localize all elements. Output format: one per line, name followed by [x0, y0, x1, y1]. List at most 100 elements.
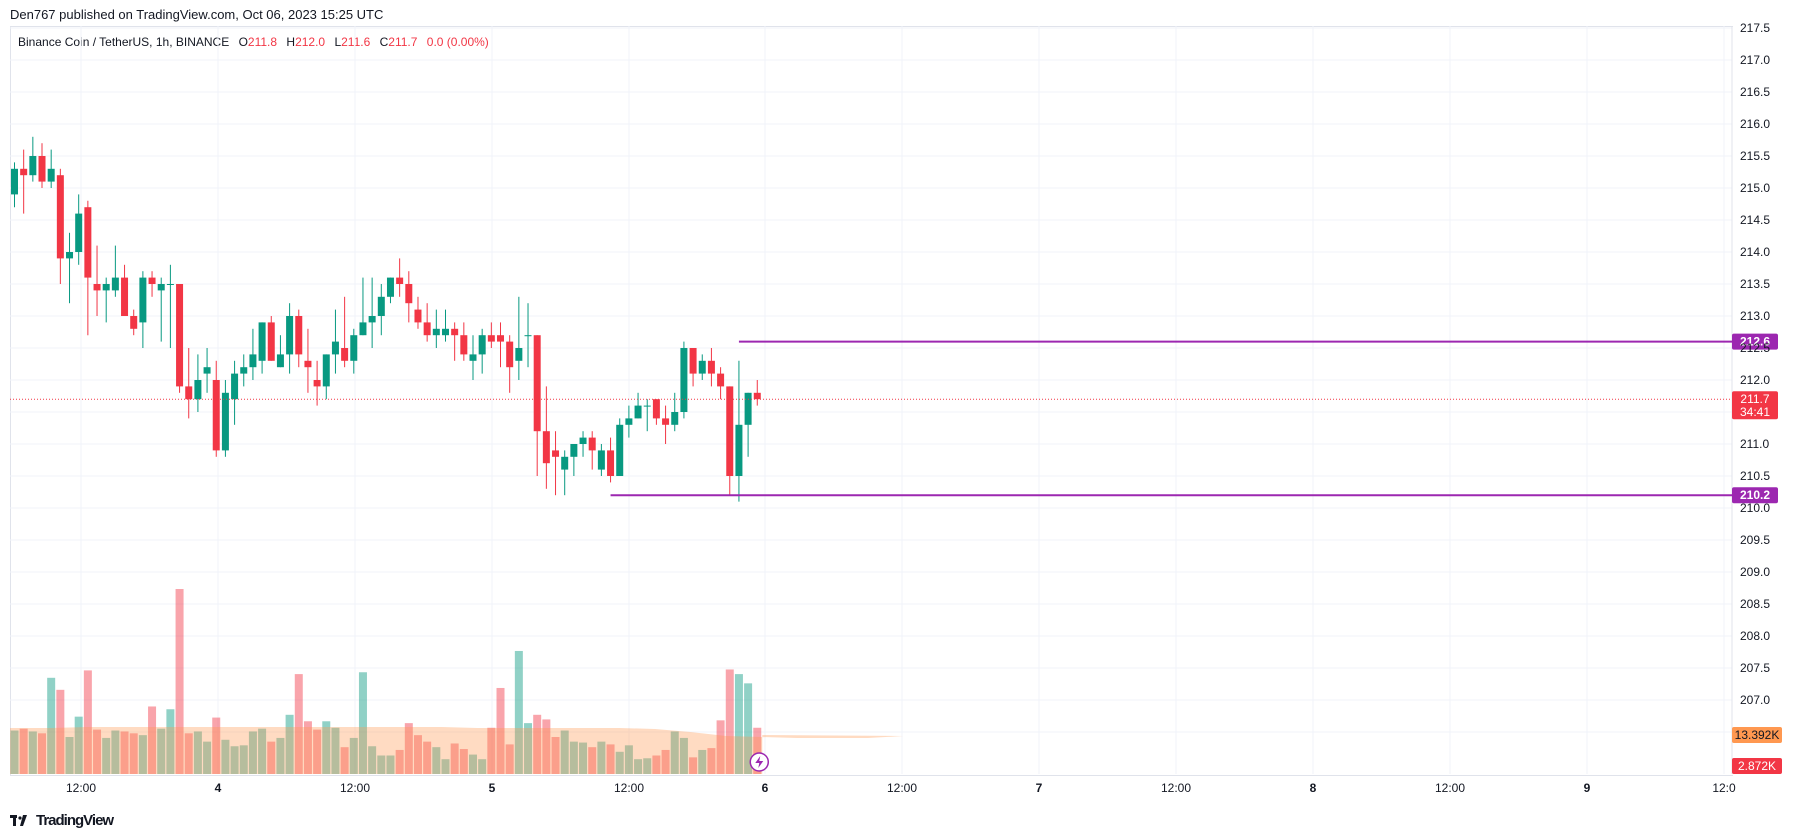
- candle-body: [139, 277, 147, 323]
- candle-body: [47, 168, 55, 182]
- volume-bar: [157, 728, 166, 774]
- volume-bar: [679, 737, 688, 774]
- chart-frame[interactable]: [10, 26, 1733, 776]
- lightning-icon[interactable]: [749, 752, 770, 772]
- candle-body: [295, 316, 303, 355]
- volume-bar: [221, 739, 230, 774]
- time-tick-label: 6: [762, 781, 769, 795]
- volume-bar: [212, 717, 221, 774]
- candle-body: [542, 431, 550, 464]
- volume-bar: [634, 759, 643, 774]
- candlestick-series: [11, 136, 761, 502]
- volume-bar: [83, 670, 92, 774]
- symbol-title: Binance Coin / TetherUS, 1h, BINANCE: [18, 35, 230, 49]
- volume-bar: [606, 744, 615, 774]
- candle-body: [313, 380, 321, 387]
- candle-body: [386, 277, 394, 297]
- candle-body: [588, 437, 596, 451]
- level-label: 210.2: [1740, 488, 1770, 502]
- change-value: 0.0 (0.00%): [426, 35, 489, 49]
- volume-ma-area: [10, 727, 904, 774]
- candle-body: [56, 175, 64, 259]
- candle-body: [11, 168, 18, 195]
- candle-body: [652, 399, 660, 419]
- candle-body: [662, 418, 670, 425]
- candle-body: [29, 156, 37, 176]
- grid-lines: [10, 26, 1732, 774]
- volume-bar: [551, 737, 560, 774]
- volume-bar: [47, 677, 56, 774]
- volume-bar: [404, 723, 413, 774]
- price-tick-label: 214.5: [1740, 213, 1770, 227]
- volume-series: [10, 589, 904, 774]
- volume-bar: [441, 759, 450, 774]
- time-tick-label: 12:00: [66, 781, 96, 795]
- volume-bar: [239, 745, 248, 774]
- close-label: C: [379, 35, 389, 49]
- volume-bar: [111, 730, 120, 774]
- volume-bar: [579, 742, 588, 774]
- candle-body: [304, 360, 312, 368]
- volume-last-label: 2.872K: [1738, 759, 1776, 773]
- candle-body: [203, 367, 211, 374]
- volume-bar: [148, 706, 157, 774]
- volume-bar: [487, 727, 496, 774]
- price-tick-label: 213.5: [1740, 277, 1770, 291]
- time-tick-label: 12:0: [1712, 781, 1736, 795]
- volume-avg-label-bg: [1732, 727, 1782, 743]
- time-tick-label: 12:00: [340, 781, 370, 795]
- volume-bar: [689, 757, 698, 774]
- volume-bar: [93, 729, 102, 774]
- candle-body: [111, 277, 119, 291]
- candle-body: [607, 450, 615, 476]
- candle-body: [515, 348, 523, 361]
- volume-bar: [432, 747, 441, 774]
- volume-bar: [542, 719, 551, 774]
- price-tick-label: 210.0: [1740, 501, 1770, 515]
- candle-body: [717, 373, 725, 387]
- candle-body: [185, 386, 193, 400]
- volume-bar: [707, 748, 716, 774]
- candle-body: [276, 354, 284, 368]
- volume-bar: [450, 743, 459, 774]
- candle-body: [533, 335, 541, 432]
- candle-body: [322, 354, 330, 387]
- volume-bar: [661, 749, 670, 774]
- price-tick-label: 208.0: [1740, 629, 1770, 643]
- high-label: H: [286, 35, 296, 49]
- candle-body: [414, 309, 422, 323]
- countdown-label: 34:41: [1740, 405, 1770, 419]
- volume-bar: [533, 714, 542, 774]
- candle-body: [506, 341, 514, 368]
- candle-body: [396, 277, 404, 284]
- volume-bar: [313, 729, 322, 774]
- price-tick-label: 210.5: [1740, 469, 1770, 483]
- candle-body: [221, 392, 229, 451]
- candle-body: [240, 367, 248, 374]
- candle-body: [524, 335, 532, 337]
- candle-body: [66, 252, 74, 259]
- candle-body: [194, 380, 202, 400]
- close-value: 211.7: [388, 35, 418, 49]
- candle-body: [698, 360, 706, 374]
- candle-body: [625, 418, 633, 425]
- time-tick-label: 12:00: [614, 781, 644, 795]
- footer-brand[interactable]: TradingView: [10, 812, 114, 829]
- price-tick-label: 207.0: [1740, 693, 1770, 707]
- candle-body: [341, 348, 349, 361]
- candle-body: [359, 322, 367, 336]
- volume-bar: [670, 731, 679, 774]
- candle-body: [405, 284, 413, 304]
- volume-bar: [753, 727, 762, 774]
- candle-body: [561, 456, 569, 470]
- candle-body: [478, 335, 486, 355]
- volume-bar: [652, 755, 661, 774]
- volume-bar: [193, 731, 202, 774]
- price-tick-label: 213.0: [1740, 309, 1770, 323]
- volume-bar: [166, 709, 175, 774]
- candle-body: [469, 354, 477, 361]
- volume-bar: [459, 749, 468, 774]
- time-tick-label: 7: [1036, 781, 1043, 795]
- candle-body: [84, 207, 92, 278]
